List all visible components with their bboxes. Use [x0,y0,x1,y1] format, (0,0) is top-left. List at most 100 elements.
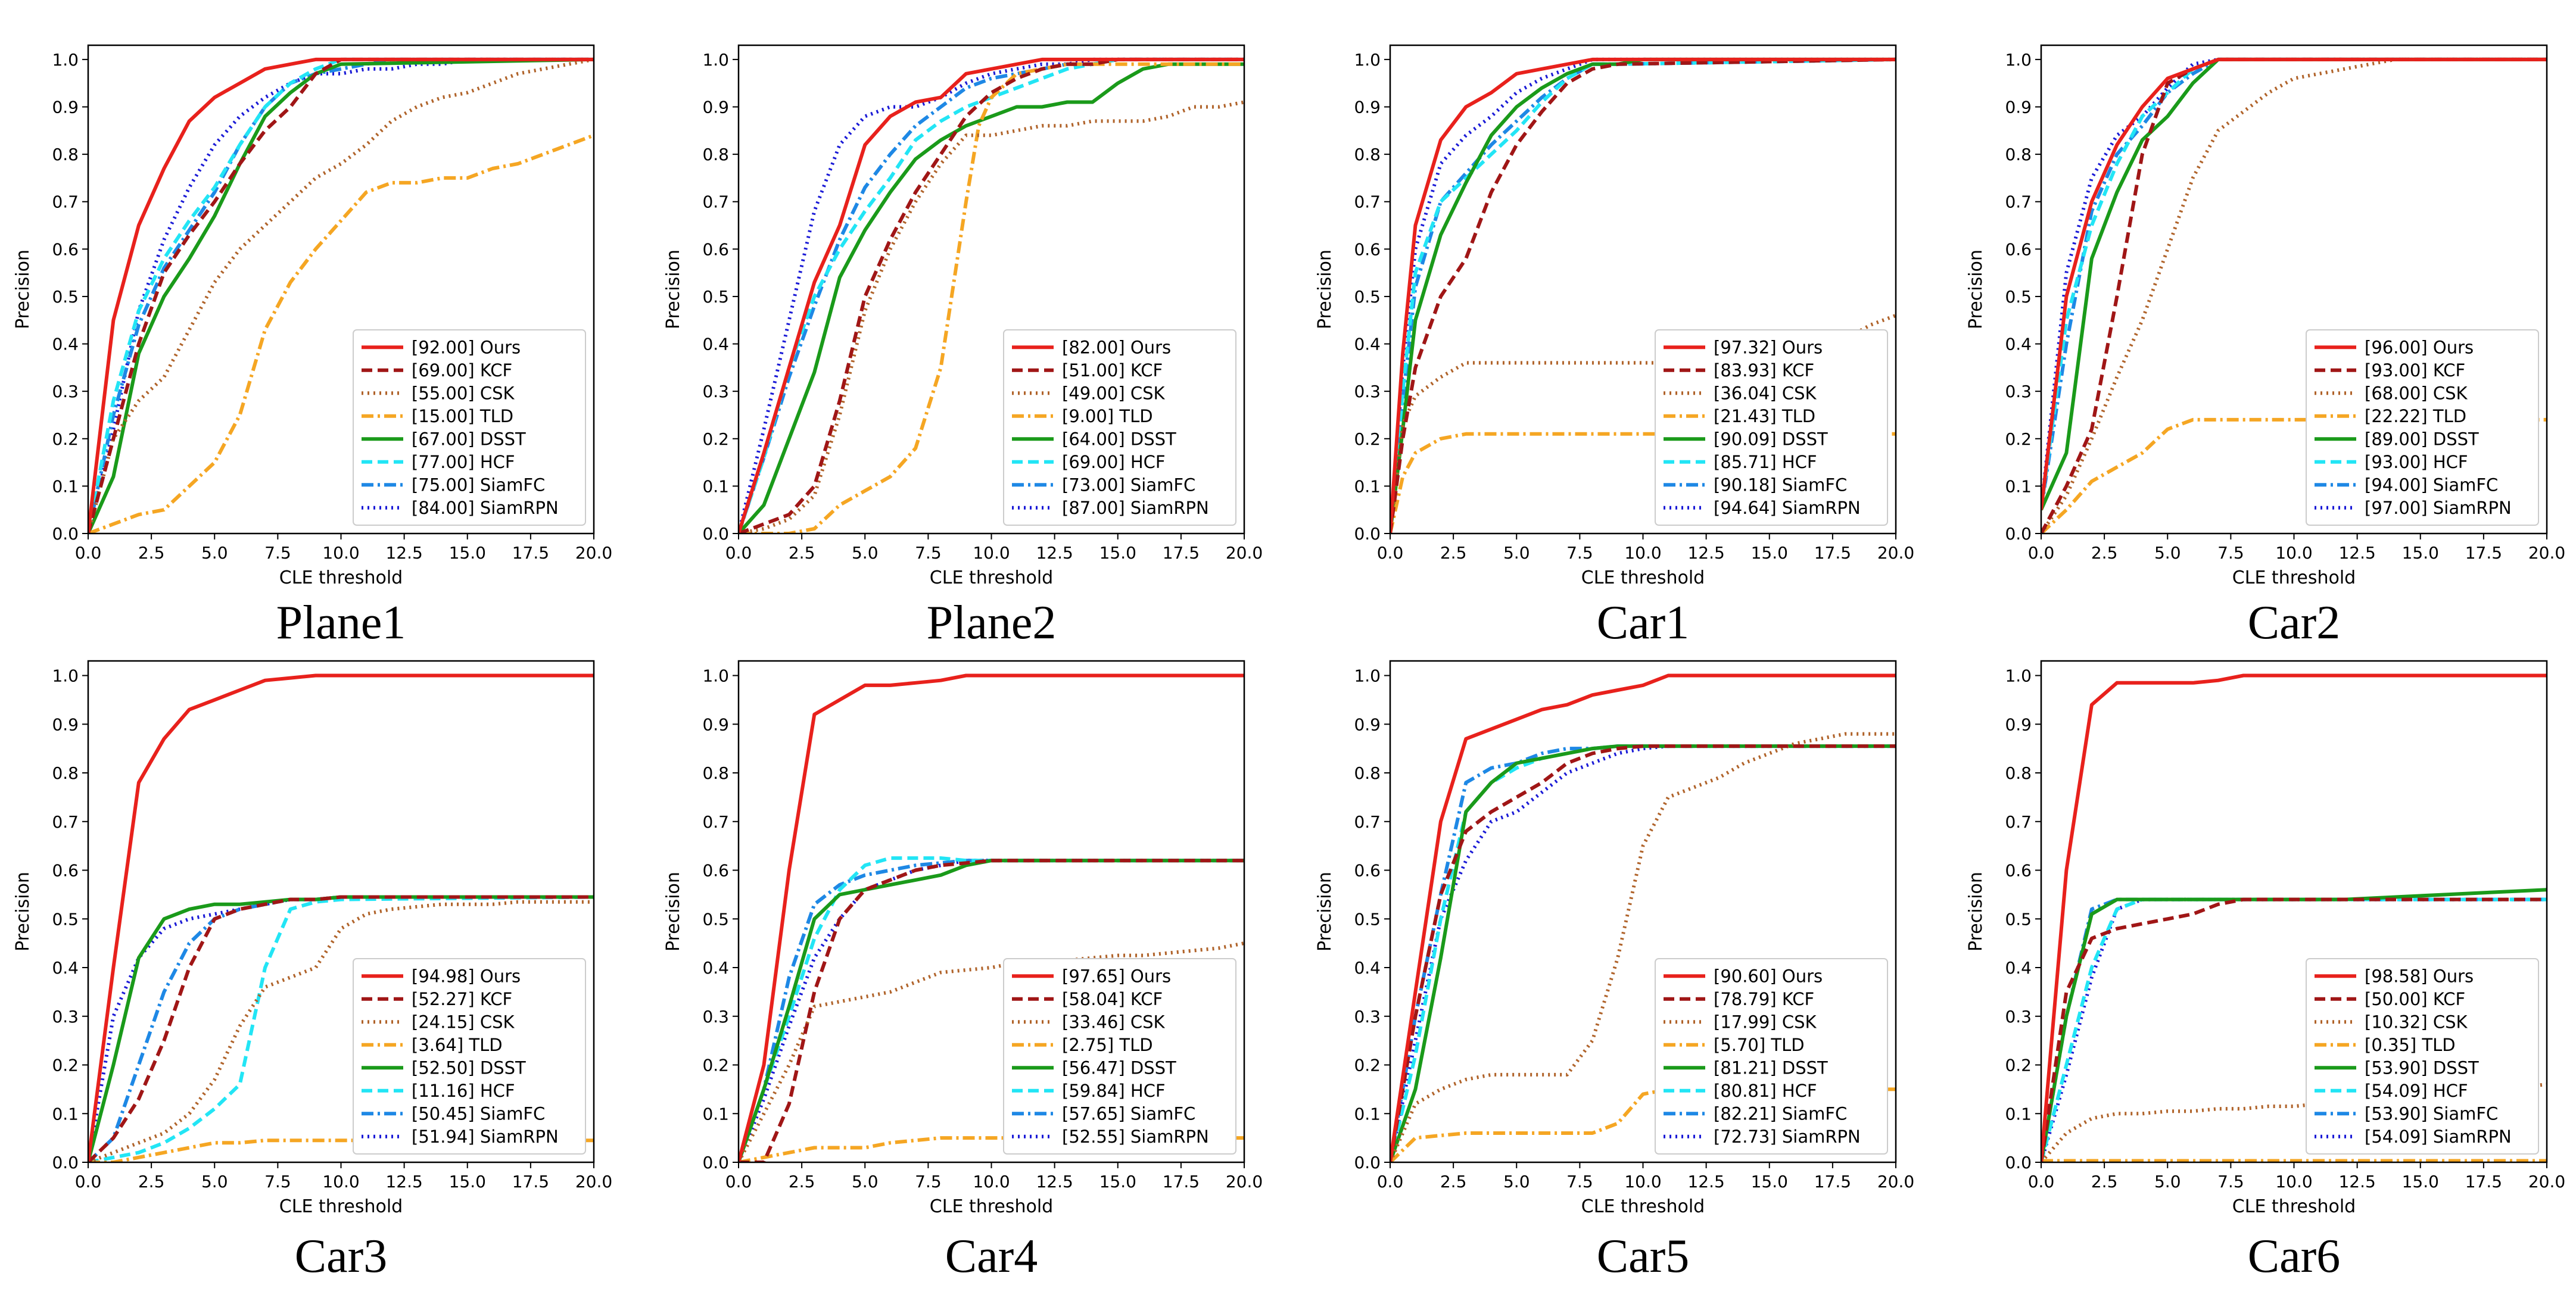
x-tick-label: 7.5 [1566,1172,1593,1191]
x-axis-label: CLE threshold [1581,1196,1705,1217]
x-tick-label: 15.0 [1099,1172,1136,1191]
legend-label-kcf: [69.00] KCF [412,360,512,380]
x-tick-label: 0.0 [75,1172,102,1191]
y-axis-label: Precision [13,872,33,952]
legend-label-dsst: [89.00] DSST [2365,429,2479,449]
series-line-kcf [1390,57,1896,534]
legend-label-siamrpn: [97.00] SiamRPN [2365,498,2512,518]
y-tick-label: 0.9 [1354,97,1381,117]
y-tick-label: 0.3 [52,382,79,401]
series-line-ours [88,57,594,534]
y-tick-label: 0.9 [52,97,79,117]
y-tick-label: 0.2 [702,1056,729,1075]
y-tick-label: 0.5 [52,287,79,307]
y-tick-label: 0.0 [2005,524,2032,544]
legend-box [1003,958,1236,1155]
legend: [82.00] Ours [51.00] KCF [49.00] CSK [9.00]… [1003,329,1236,526]
legend-label-ours: [98.58] Ours [2365,966,2474,986]
x-tick-label: 20.0 [1877,1172,1914,1191]
x-tick-label: 12.5 [385,1172,422,1191]
x-tick-label: 12.5 [1036,1172,1073,1191]
x-tick-label: 10.0 [1624,1172,1661,1191]
y-tick-label: 0.4 [52,958,79,978]
legend-label-dsst: [81.21] DSST [1714,1057,1828,1078]
legend-label-siamfc: [57.65] SiamFC [1062,1103,1195,1124]
series-line-tld [739,1136,1244,1162]
series-lines [2041,57,2547,534]
x-tick-label: 2.5 [1440,1172,1467,1191]
y-tick-label: 0.9 [702,715,729,734]
series-line-siamfc [739,859,1244,1162]
legend-box [2306,958,2539,1155]
series-line-hcf [2041,57,2547,510]
y-tick-label: 0.9 [1354,715,1381,734]
series-line-tld [88,133,594,534]
legend-box [353,329,586,526]
x-tick-label: 10.0 [2275,543,2312,563]
y-axis-label: Precision [1966,872,1986,952]
legend-label-siamrpn: [54.09] SiamRPN [2365,1127,2512,1147]
x-tick-label: 12.5 [2338,1172,2375,1191]
series-lines [88,673,594,1162]
legend-label-tld: [22.22] TLD [2365,406,2466,426]
y-tick-label: 0.8 [1354,763,1381,783]
y-tick-label: 0.5 [1354,287,1381,307]
y-tick-label: 0.7 [2005,812,2032,832]
y-tick-label: 0.1 [1354,476,1381,496]
chart-panel-car1: 0.0 2.5 5.0 7.5 10.0 12.5 15.0 17.5 20.0 0.0 0.1 0.… [1315,44,1914,649]
legend-label-kcf: [93.00] KCF [2365,360,2465,380]
series-line-kcf [88,895,594,1162]
legend-label-hcf: [54.09] HCF [2365,1081,2468,1101]
legend-label-csk: [55.00] CSK [412,383,515,403]
series-lines [2041,673,2547,1162]
y-tick-label: 0.0 [52,1153,79,1172]
legend-label-tld: [3.64] TLD [412,1035,503,1055]
series-line-kcf [88,57,594,534]
x-tick-label: 17.5 [1814,543,1851,563]
y-tick-label: 0.4 [52,335,79,354]
panel-caption: Car5 [1597,1230,1690,1283]
series-line-siamrpn [2041,897,2547,1162]
y-tick-label: 0.3 [1354,1007,1381,1027]
x-tick-label: 15.0 [2402,1172,2439,1191]
x-tick-label: 2.5 [138,1172,165,1191]
legend-box [1655,329,1888,526]
legend-label-csk: [49.00] CSK [1062,383,1166,403]
legend-label-ours: [82.00] Ours [1062,337,1171,357]
series-line-kcf [739,57,1244,534]
x-tick-label: 7.5 [2217,543,2244,563]
series-line-csk [1390,732,1896,1162]
legend-label-ours: [92.00] Ours [412,337,521,357]
panel-caption: Car1 [1597,597,1690,649]
y-axis-label: Precision [663,249,684,329]
legend-label-dsst: [56.47] DSST [1062,1057,1176,1078]
y-tick-label: 0.6 [1354,861,1381,881]
legend-label-kcf: [78.79] KCF [1714,989,1814,1009]
y-tick-label: 0.7 [702,812,729,832]
x-tick-label: 0.0 [2028,1172,2055,1191]
legend-label-csk: [17.99] CSK [1714,1012,1817,1032]
y-tick-label: 0.2 [2005,1056,2032,1075]
legend-label-ours: [96.00] Ours [2365,337,2474,357]
plot-frame [1389,44,1897,535]
plot-frame [1389,660,1897,1163]
x-tick-label: 2.5 [2091,1172,2118,1191]
x-tick-label: 7.5 [1566,543,1593,563]
x-tick-label: 17.5 [2465,1172,2502,1191]
legend: [92.00] Ours [69.00] KCF [55.00] CSK [15.00… [353,329,586,526]
y-tick-label: 0.7 [52,192,79,212]
legend-label-kcf: [51.00] KCF [1062,360,1163,380]
chart-panel-car5: 0.0 2.5 5.0 7.5 10.0 12.5 15.0 17.5 20.0 0.0 0.1 0.… [1315,660,1914,1283]
x-tick-label: 12.5 [2338,543,2375,563]
plot-frame [737,44,1245,535]
y-tick-label: 0.9 [52,715,79,734]
series-line-kcf [1390,744,1896,1162]
x-tick-label: 7.5 [2217,1172,2244,1191]
y-tick-label: 0.8 [2005,763,2032,783]
x-axis-label: CLE threshold [1581,567,1705,588]
series-line-siamfc [739,57,1244,534]
legend: [90.60] Ours [78.79] KCF [17.99] CSK [5.70]… [1655,958,1888,1155]
y-tick-label: 1.0 [1354,50,1381,70]
chart-panel-car2: 0.0 2.5 5.0 7.5 10.0 12.5 15.0 17.5 20.0 0.0 0.1 0.… [1966,44,2565,649]
legend-label-ours: [94.98] Ours [412,966,521,986]
